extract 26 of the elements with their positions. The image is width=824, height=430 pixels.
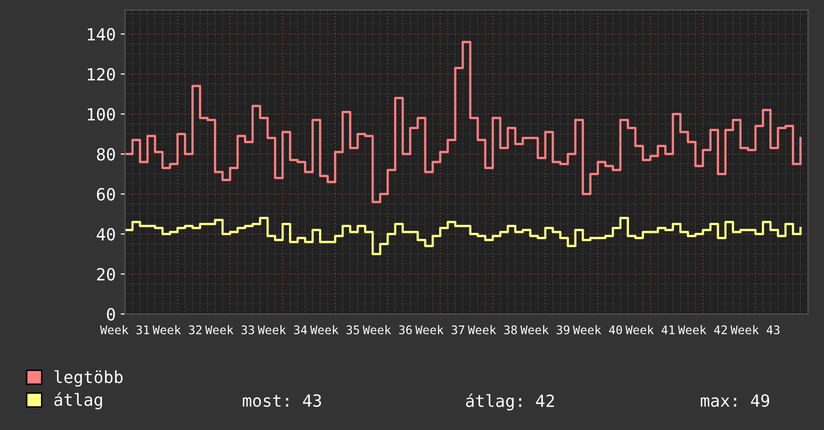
x-tick-label: Week 33 [205,325,254,334]
x-tick-label: Week 40 [572,325,622,334]
x-tick-label: Week 43 [730,325,780,334]
x-tick-label: Week 31 [100,325,150,334]
x-tick-label: Week 34 [258,325,307,334]
text: most: 43 [242,394,322,407]
y-tick-label: 100 [88,108,115,121]
x-tick-label: Week 37 [415,325,464,334]
legend-label: legtöbb [54,370,123,387]
text: átlag: 42 [466,394,554,410]
x-tick-label: Week 36 [362,325,412,334]
x-tick-label: Week 41 [626,325,674,334]
y-tick-label: 20 [97,268,115,281]
x-tick-label: Week 42 [678,325,727,334]
x-tick-label: Week 39 [520,325,570,334]
y-tick-label: 80 [96,148,115,161]
y-tick-label: 40 [96,228,115,241]
x-tick-label: Week 38 [468,325,517,334]
y-tick-label: 120 [88,68,115,81]
x-tick-label: Week 32 [152,325,202,334]
y-tick-label: 140 [88,28,115,41]
y-tick-label: 0 [107,308,115,321]
text: max: 49 [700,394,770,407]
legend-label: átlag [54,392,102,410]
y-tick-label: 60 [96,188,115,201]
x-tick-label: Week 35 [310,325,360,334]
